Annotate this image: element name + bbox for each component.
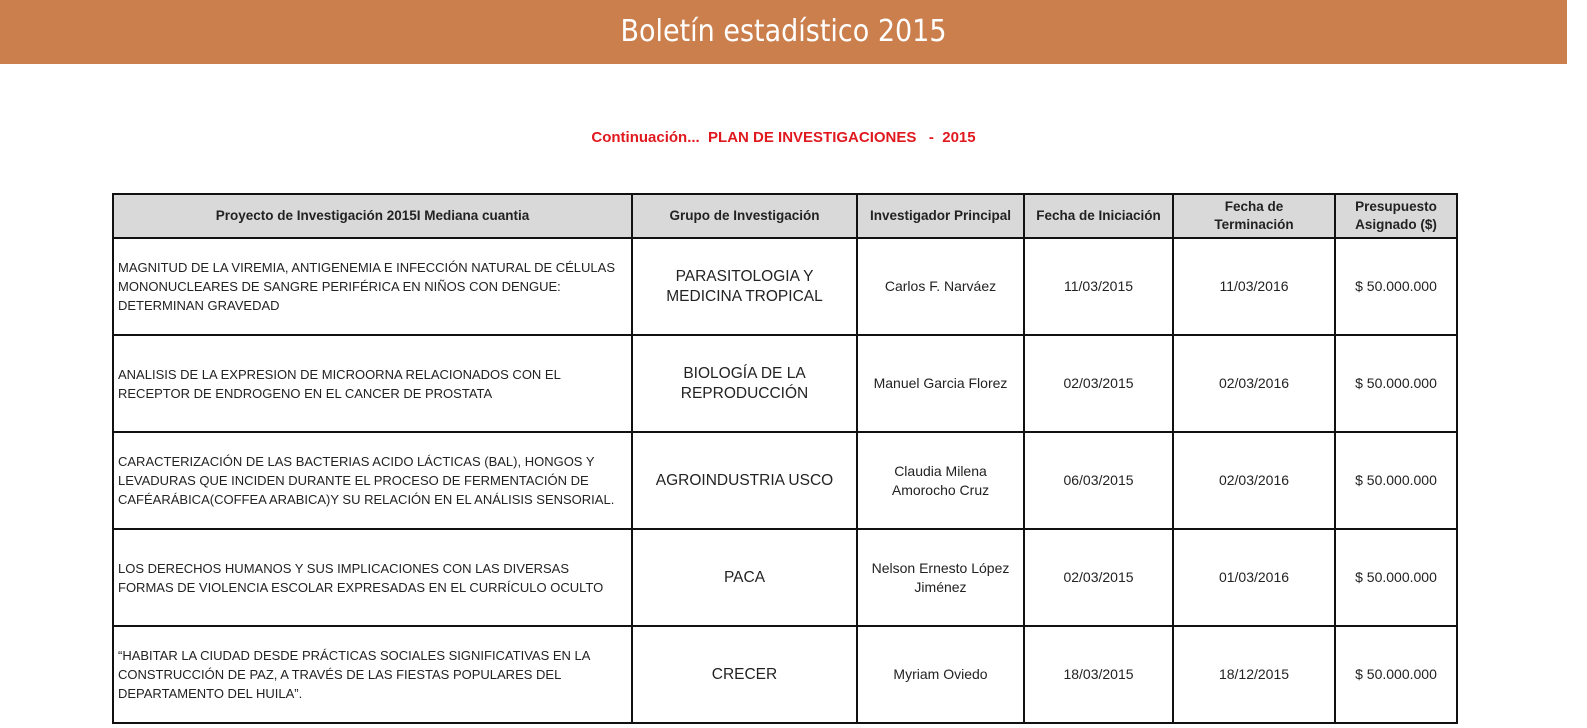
page-banner: Boletín estadístico 2015 xyxy=(0,0,1567,64)
end-date-cell: 02/03/2016 xyxy=(1172,431,1336,530)
table-row: “HABITAR LA CIUDAD DESDE PRÁCTICAS SOCIA… xyxy=(112,625,1458,724)
investigator-cell: Nelson Ernesto López Jiménez xyxy=(856,528,1025,627)
start-date-cell: 06/03/2015 xyxy=(1023,431,1174,530)
investigator-cell: Claudia Milena Amorocho Cruz xyxy=(856,431,1025,530)
group-cell: CRECER xyxy=(631,625,858,724)
column-header: Investigador Principal xyxy=(856,193,1025,239)
table-row: ANALISIS DE LA EXPRESION DE MICROORNA RE… xyxy=(112,334,1458,433)
budget-cell: $ 50.000.000 xyxy=(1334,625,1458,724)
section-title: Continuación... PLAN DE INVESTIGACIONES … xyxy=(591,129,976,146)
column-header: Proyecto de Investigación 2015I Mediana … xyxy=(112,193,633,239)
table-header-row: Proyecto de Investigación 2015I Mediana … xyxy=(112,193,1458,239)
investigator-cell: Manuel Garcia Florez xyxy=(856,334,1025,433)
table-row: LOS DERECHOS HUMANOS Y SUS IMPLICACIONES… xyxy=(112,528,1458,627)
budget-cell: $ 50.000.000 xyxy=(1334,237,1458,336)
research-table: Proyecto de Investigación 2015I Mediana … xyxy=(112,193,1458,724)
table-row: CARACTERIZACIÓN DE LAS BACTERIAS ACIDO L… xyxy=(112,431,1458,530)
column-header: Grupo de Investigación xyxy=(631,193,858,239)
table-row: MAGNITUD DE LA VIREMIA, ANTIGENEMIA E IN… xyxy=(112,237,1458,336)
budget-cell: $ 50.000.000 xyxy=(1334,528,1458,627)
group-cell: PACA xyxy=(631,528,858,627)
group-cell: AGROINDUSTRIA USCO xyxy=(631,431,858,530)
project-cell: “HABITAR LA CIUDAD DESDE PRÁCTICAS SOCIA… xyxy=(112,625,633,724)
project-cell: LOS DERECHOS HUMANOS Y SUS IMPLICACIONES… xyxy=(112,528,633,627)
banner-title: Boletín estadístico 2015 xyxy=(620,14,947,49)
budget-cell: $ 50.000.000 xyxy=(1334,334,1458,433)
investigator-cell: Carlos F. Narváez xyxy=(856,237,1025,336)
column-header: Presupuesto Asignado ($) xyxy=(1334,193,1458,239)
group-cell: BIOLOGÍA DE LA REPRODUCCIÓN xyxy=(631,334,858,433)
investigator-cell: Myriam Oviedo xyxy=(856,625,1025,724)
budget-cell: $ 50.000.000 xyxy=(1334,431,1458,530)
project-cell: ANALISIS DE LA EXPRESION DE MICROORNA RE… xyxy=(112,334,633,433)
column-header: Fecha de Iniciación xyxy=(1023,193,1174,239)
project-cell: CARACTERIZACIÓN DE LAS BACTERIAS ACIDO L… xyxy=(112,431,633,530)
column-header: Fecha de Terminación xyxy=(1172,193,1336,239)
start-date-cell: 18/03/2015 xyxy=(1023,625,1174,724)
end-date-cell: 02/03/2016 xyxy=(1172,334,1336,433)
end-date-cell: 11/03/2016 xyxy=(1172,237,1336,336)
end-date-cell: 18/12/2015 xyxy=(1172,625,1336,724)
group-cell: PARASITOLOGIA Y MEDICINA TROPICAL xyxy=(631,237,858,336)
start-date-cell: 02/03/2015 xyxy=(1023,528,1174,627)
start-date-cell: 11/03/2015 xyxy=(1023,237,1174,336)
end-date-cell: 01/03/2016 xyxy=(1172,528,1336,627)
start-date-cell: 02/03/2015 xyxy=(1023,334,1174,433)
project-cell: MAGNITUD DE LA VIREMIA, ANTIGENEMIA E IN… xyxy=(112,237,633,336)
